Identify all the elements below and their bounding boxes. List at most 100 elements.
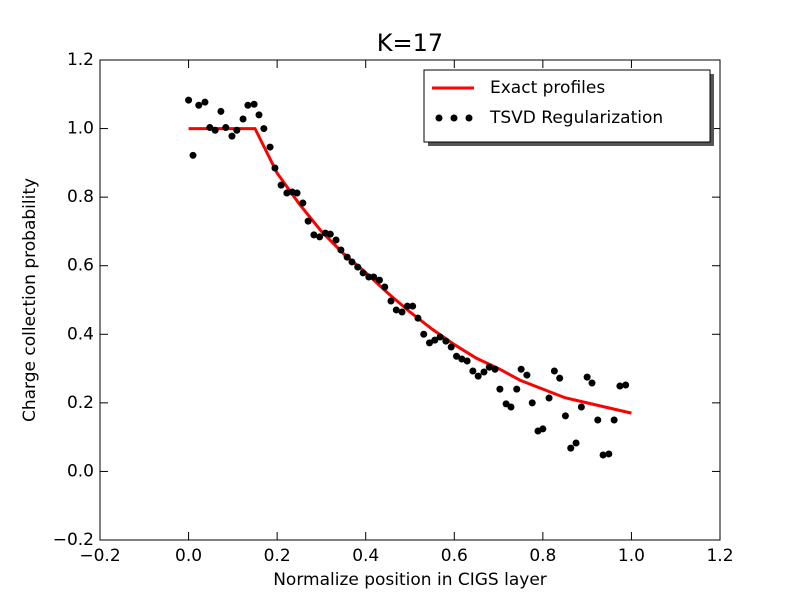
y-tick-label: 0.2	[67, 393, 94, 413]
x-tick-label: 0.2	[264, 546, 291, 566]
scatter-point	[425, 339, 433, 347]
scatter-point	[491, 365, 499, 373]
y-tick-label: 0.6	[67, 256, 94, 276]
scatter-point	[310, 231, 318, 239]
scatter-point	[222, 124, 230, 132]
scatter-point	[326, 230, 334, 238]
scatter-point	[545, 394, 553, 402]
scatter-point	[458, 355, 466, 363]
scatter-point	[277, 181, 285, 189]
scatter-point	[316, 233, 324, 241]
scatter-point	[244, 101, 252, 109]
y-tick-label: 1.2	[67, 50, 94, 70]
y-tick-label: 0.8	[67, 187, 94, 207]
scatter-point	[442, 337, 450, 345]
scatter-point	[195, 101, 203, 109]
y-tick-label: 1.0	[67, 119, 94, 139]
x-tick-label: 0.0	[175, 546, 202, 566]
scatter-point	[332, 236, 340, 244]
scatter-point	[217, 107, 225, 115]
scatter-point	[239, 115, 247, 123]
scatter-point	[293, 189, 301, 197]
scatter-point	[403, 302, 411, 310]
x-tick-label: 0.6	[441, 546, 468, 566]
scatter-point	[616, 382, 624, 390]
scatter-point	[260, 125, 268, 133]
scatter-point	[513, 385, 521, 393]
scatter-point	[211, 126, 219, 134]
scatter-point	[375, 276, 383, 284]
scatter-point	[304, 217, 312, 225]
legend-label: Exact profiles	[490, 78, 605, 98]
legend-swatch	[435, 114, 443, 122]
x-tick-label: 0.4	[352, 546, 379, 566]
y-tick-label: 0.0	[67, 461, 94, 481]
scatter-point	[409, 302, 417, 310]
scatter-point	[517, 365, 525, 373]
scatter-point	[567, 444, 575, 452]
scatter-point	[480, 368, 488, 376]
x-tick-label: 0.8	[529, 546, 556, 566]
scatter-point	[348, 258, 356, 266]
scatter-point	[550, 367, 558, 375]
scatter-point	[622, 381, 630, 389]
scatter-point	[365, 273, 373, 281]
scatter-point	[354, 263, 362, 271]
y-tick-label: 0.4	[67, 324, 94, 344]
scatter-point	[496, 385, 504, 393]
chart-title: K=17	[377, 29, 443, 57]
scatter-point	[370, 273, 378, 281]
legend-swatch	[450, 114, 458, 122]
scatter-point	[453, 352, 460, 360]
scatter-point	[299, 199, 307, 207]
scatter-point	[201, 98, 209, 106]
scatter-point	[474, 372, 482, 380]
scatter-point	[556, 374, 564, 382]
scatter-point	[436, 333, 444, 341]
scatter-point	[577, 403, 585, 411]
scatter-point	[599, 451, 607, 459]
scatter-point	[414, 314, 422, 322]
scatter-point	[185, 96, 193, 104]
scatter-point	[539, 425, 547, 433]
scatter-point	[605, 450, 613, 458]
y-axis-label: Charge collection probability	[20, 178, 40, 422]
scatter-point	[610, 416, 618, 424]
scatter-point	[387, 297, 395, 305]
scatter-point	[271, 164, 279, 172]
scatter-point	[255, 111, 263, 119]
legend-label: TSVD Regularization	[489, 108, 663, 128]
scatter-point	[561, 412, 569, 420]
scatter-point	[588, 379, 596, 387]
x-tick-label: 1.2	[706, 546, 733, 566]
scatter-point	[485, 363, 493, 371]
scatter-point	[447, 343, 455, 351]
scatter-point	[359, 269, 367, 277]
scatter-point	[283, 189, 291, 197]
scatter-point	[250, 100, 258, 108]
scatter-point	[398, 308, 406, 316]
x-tick-label: 1.0	[618, 546, 645, 566]
scatter-point	[528, 399, 536, 407]
y-tick-label: −0.2	[53, 530, 94, 550]
scatter-point	[572, 439, 580, 447]
scatter-point	[228, 132, 236, 140]
x-axis-label: Normalize position in CIGS layer	[273, 570, 547, 590]
scatter-point	[431, 336, 439, 344]
profile-line	[188, 127, 632, 415]
scatter-point	[189, 151, 197, 159]
scatter-point	[381, 283, 389, 291]
scatter-point	[233, 126, 241, 134]
scatter-point	[523, 371, 531, 379]
scatter-point	[463, 357, 471, 365]
scatter-point	[392, 306, 400, 314]
scatter-point	[420, 330, 428, 338]
plot-frame	[99, 59, 721, 541]
scatter-point	[507, 403, 515, 411]
scatter-point	[206, 124, 214, 132]
scatter-point	[337, 246, 345, 254]
scatter-point	[343, 253, 351, 261]
scatter-point	[469, 367, 477, 375]
x-tick-label: −0.2	[79, 546, 120, 566]
